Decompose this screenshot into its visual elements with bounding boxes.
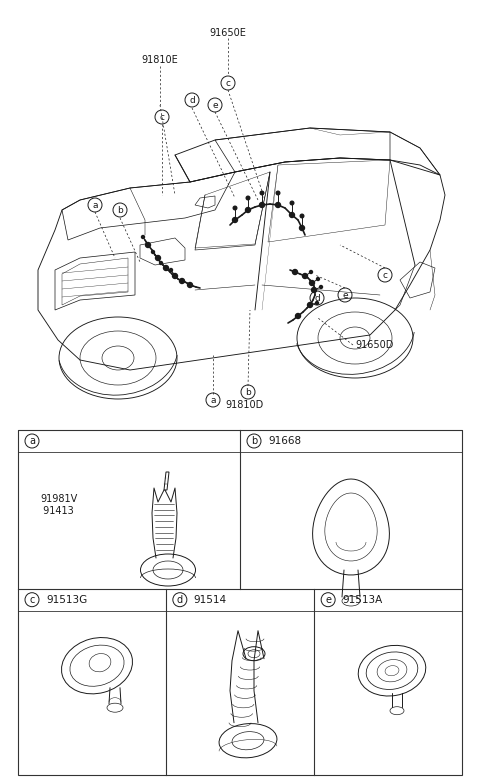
Text: c: c bbox=[29, 595, 35, 604]
Bar bbox=[18, 589, 166, 611]
Circle shape bbox=[289, 212, 295, 217]
Text: 91668: 91668 bbox=[268, 436, 301, 446]
Circle shape bbox=[152, 251, 155, 253]
Text: b: b bbox=[245, 387, 251, 397]
Text: b: b bbox=[251, 436, 257, 446]
Circle shape bbox=[300, 214, 304, 218]
Circle shape bbox=[276, 202, 280, 208]
Bar bbox=[240, 430, 462, 452]
Circle shape bbox=[300, 226, 304, 230]
Circle shape bbox=[312, 288, 316, 292]
Circle shape bbox=[302, 274, 308, 278]
Bar bbox=[18, 430, 240, 452]
Circle shape bbox=[164, 266, 168, 270]
Text: 91810E: 91810E bbox=[142, 55, 179, 65]
Circle shape bbox=[315, 302, 319, 304]
Text: d: d bbox=[314, 293, 320, 303]
Text: 91810D: 91810D bbox=[225, 400, 263, 410]
Text: e: e bbox=[325, 595, 331, 604]
Text: d: d bbox=[189, 96, 195, 104]
Text: c: c bbox=[226, 78, 230, 88]
Circle shape bbox=[316, 278, 320, 281]
Text: c: c bbox=[159, 112, 165, 122]
Circle shape bbox=[245, 208, 251, 212]
Circle shape bbox=[180, 278, 184, 284]
Circle shape bbox=[276, 191, 280, 194]
Circle shape bbox=[188, 282, 192, 288]
Circle shape bbox=[292, 270, 298, 274]
Text: b: b bbox=[117, 205, 123, 215]
Text: 91514: 91514 bbox=[194, 595, 227, 604]
Circle shape bbox=[159, 262, 163, 264]
Circle shape bbox=[233, 206, 237, 210]
Circle shape bbox=[142, 235, 144, 238]
Circle shape bbox=[290, 201, 294, 205]
Circle shape bbox=[310, 281, 314, 285]
Circle shape bbox=[145, 242, 151, 248]
Bar bbox=[18, 430, 462, 775]
Text: 91513G: 91513G bbox=[46, 595, 87, 604]
Circle shape bbox=[260, 191, 264, 194]
Text: d: d bbox=[177, 595, 183, 604]
Bar bbox=[166, 589, 314, 611]
Circle shape bbox=[246, 196, 250, 200]
Text: e: e bbox=[212, 100, 218, 110]
Text: c: c bbox=[383, 270, 387, 280]
Circle shape bbox=[260, 202, 264, 208]
Circle shape bbox=[156, 256, 160, 260]
Circle shape bbox=[169, 268, 172, 271]
Circle shape bbox=[320, 285, 323, 289]
Circle shape bbox=[310, 270, 312, 274]
Text: a: a bbox=[210, 395, 216, 405]
Circle shape bbox=[308, 303, 312, 307]
Circle shape bbox=[172, 274, 178, 278]
Text: e: e bbox=[342, 291, 348, 299]
Circle shape bbox=[296, 314, 300, 318]
Bar bbox=[314, 589, 462, 611]
Text: 91513A: 91513A bbox=[342, 595, 383, 604]
Circle shape bbox=[232, 217, 238, 223]
Text: 91650E: 91650E bbox=[210, 28, 246, 38]
Text: 91981V
 91413: 91981V 91413 bbox=[40, 494, 77, 517]
Text: a: a bbox=[92, 201, 98, 209]
Text: a: a bbox=[29, 436, 35, 446]
Text: 91650D: 91650D bbox=[355, 340, 394, 350]
